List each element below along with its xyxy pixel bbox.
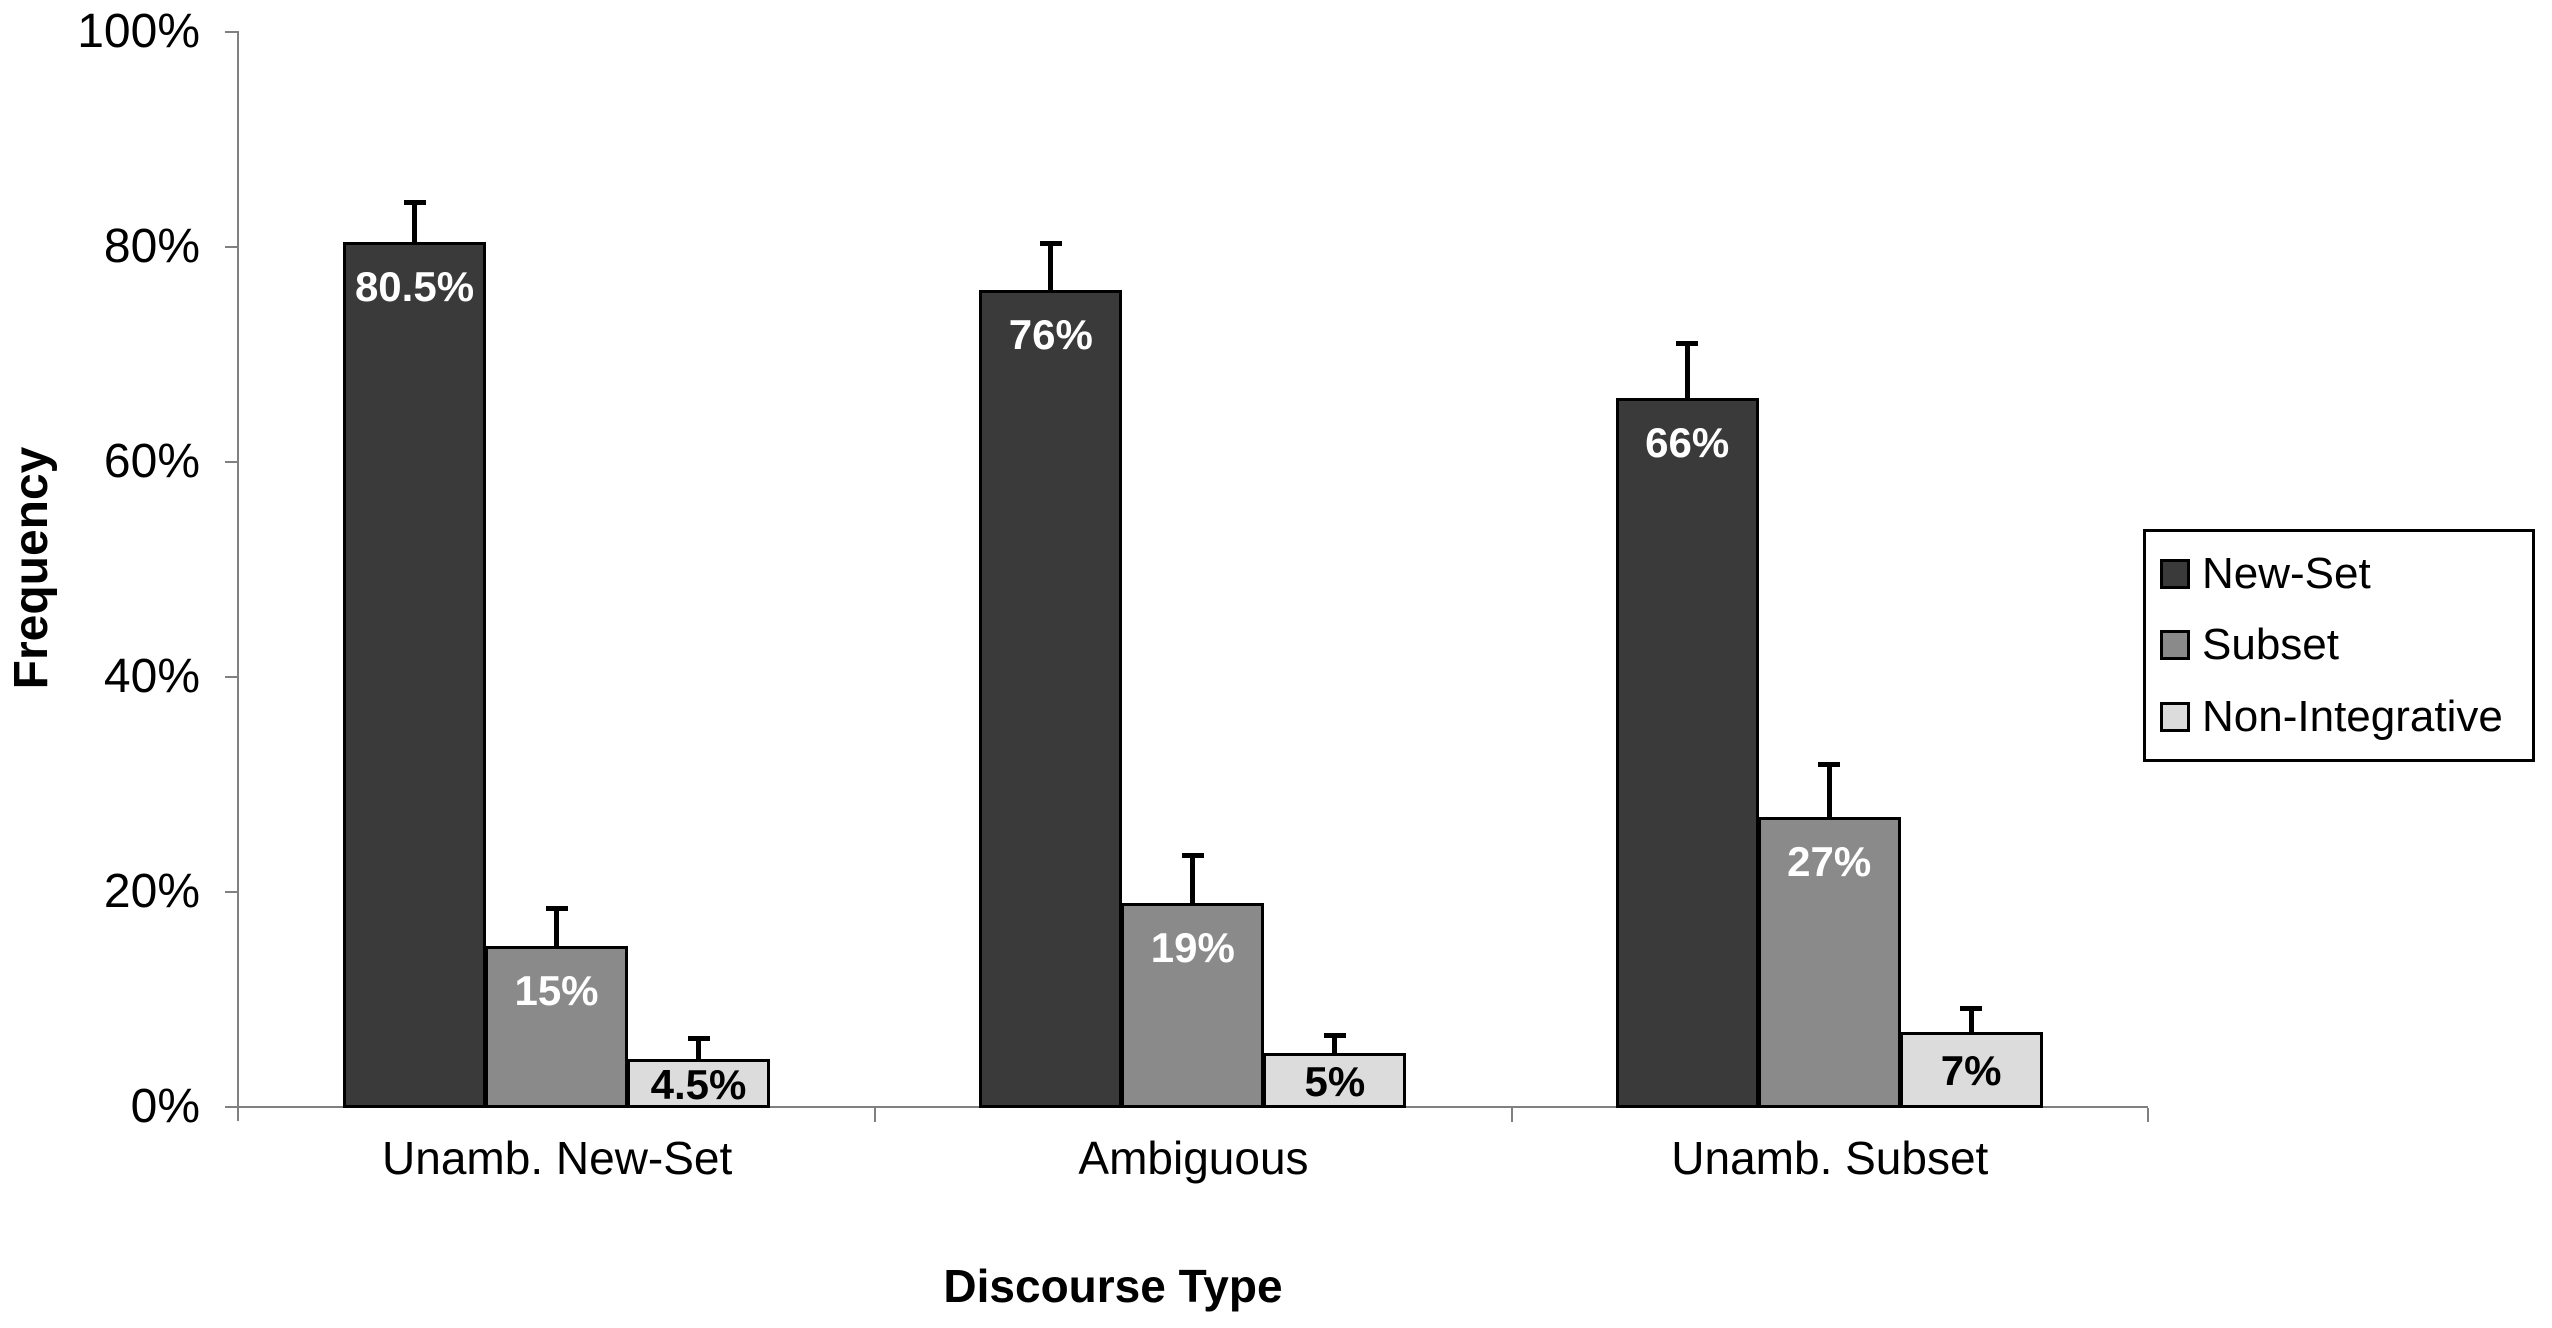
error-bar-cap (403, 199, 426, 205)
legend-swatch-non-integrative (2160, 702, 2190, 733)
legend-label-new-set: New-Set (2202, 548, 2371, 598)
legend-item-new-set: New-Set (2160, 548, 2532, 598)
error-bar-stem (1190, 855, 1196, 906)
x-axis-title: Discourse Type (943, 1260, 1283, 1312)
bar-non-integrative (1899, 1031, 2043, 1108)
error-bar-stem (1684, 342, 1690, 401)
y-tick-mark (225, 676, 239, 678)
bar-value-label: 80.5% (354, 262, 475, 310)
error-bar-stem (1332, 1034, 1338, 1057)
bar-value-label: 15% (514, 966, 599, 1014)
bar-new-set (1615, 397, 1759, 1108)
x-tick-mark (1510, 1108, 1513, 1122)
y-tick-label: 100% (77, 5, 200, 58)
bar-value-label: 4.5% (650, 1060, 747, 1108)
legend-label-non-integrative: Non-Integrative (2202, 692, 2503, 742)
bar-value-label: 7% (1940, 1047, 2002, 1095)
y-tick-mark (225, 461, 239, 463)
error-bar-cap (687, 1036, 710, 1042)
y-tick-label: 40% (103, 650, 200, 703)
x-tick-mark (2146, 1108, 2149, 1122)
error-bar-stem (1048, 242, 1054, 293)
y-tick-mark (225, 891, 239, 893)
y-tick-label: 20% (103, 865, 200, 918)
legend-label-subset: Subset (2202, 620, 2339, 670)
bar-subset (485, 945, 628, 1108)
legend: New-Set Subset Non-Integrative (2143, 529, 2535, 762)
bar-non-integrative (627, 1058, 770, 1108)
error-bar-stem (412, 201, 417, 245)
error-bar-cap (1676, 340, 1699, 346)
legend-swatch-subset (2160, 630, 2190, 661)
bar-value-label: 5% (1304, 1058, 1366, 1106)
bar-value-label: 19% (1150, 923, 1235, 971)
x-tick-mark (874, 1108, 877, 1122)
bar-value-label: 27% (1787, 837, 1872, 885)
legend-swatch-new-set (2160, 558, 2190, 589)
error-bar-cap (545, 906, 568, 912)
legend-item-non-integrative: Non-Integrative (2160, 694, 2532, 740)
category-label: Unamb. New-Set (382, 1132, 733, 1184)
error-bar-stem (554, 908, 559, 949)
error-bar-cap (1181, 853, 1204, 859)
legend-item-subset: Subset (2160, 622, 2532, 668)
error-bar-cap (1960, 1006, 1983, 1012)
bar-new-set (343, 241, 486, 1108)
y-tick-mark (225, 246, 239, 248)
error-bar-cap (1818, 762, 1841, 768)
bar-new-set (979, 290, 1123, 1108)
y-tick-label: 80% (103, 220, 200, 273)
error-bar-stem (1826, 764, 1832, 820)
bar-subset (1121, 902, 1265, 1108)
bar-subset (1757, 816, 1901, 1108)
y-tick-mark (225, 1106, 239, 1108)
error-bar-stem (1968, 1008, 1974, 1035)
category-label: Ambiguous (1078, 1132, 1309, 1184)
error-bar-cap (1039, 240, 1062, 246)
y-tick-mark (225, 31, 239, 33)
error-bar-stem (696, 1038, 701, 1062)
y-tick-label: 60% (103, 435, 200, 488)
bar-value-label: 66% (1645, 418, 1730, 466)
y-tick-label: 0% (130, 1080, 200, 1133)
error-bar-cap (1323, 1032, 1346, 1038)
bar-value-label: 76% (1008, 311, 1093, 358)
y-axis-line (237, 32, 239, 1121)
category-label: Unamb. Subset (1671, 1132, 1989, 1184)
